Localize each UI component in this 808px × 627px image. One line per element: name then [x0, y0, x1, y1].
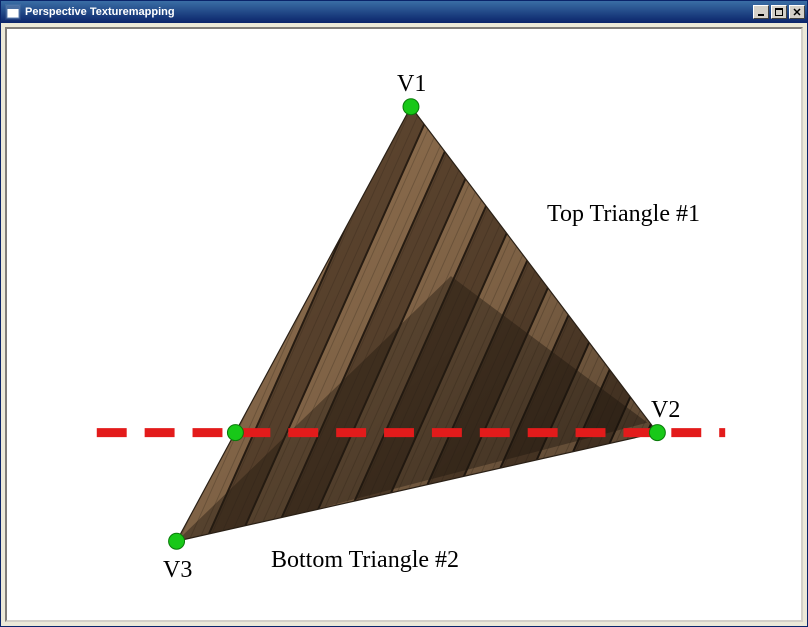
vertex-label-v1: V1	[397, 71, 426, 98]
window-title: Perspective Texturemapping	[25, 6, 753, 18]
titlebar[interactable]: Perspective Texturemapping	[1, 1, 807, 23]
maximize-button[interactable]	[771, 5, 787, 19]
close-button[interactable]	[789, 5, 805, 19]
app-icon	[5, 4, 21, 20]
minimize-button[interactable]	[753, 5, 769, 19]
window-buttons	[753, 5, 805, 19]
vertex-label-v3: V3	[163, 557, 192, 584]
app-window: Perspective Texturemapping V1 V2 V3 Top …	[0, 0, 808, 627]
bottom-triangle-label: Bottom Triangle #2	[271, 547, 459, 574]
vertex-label-v2: V2	[651, 397, 680, 424]
client-area: V1 V2 V3 Top Triangle #1 Bottom Triangle…	[5, 27, 803, 622]
diagram-canvas	[7, 29, 801, 620]
top-triangle-label: Top Triangle #1	[547, 201, 700, 228]
